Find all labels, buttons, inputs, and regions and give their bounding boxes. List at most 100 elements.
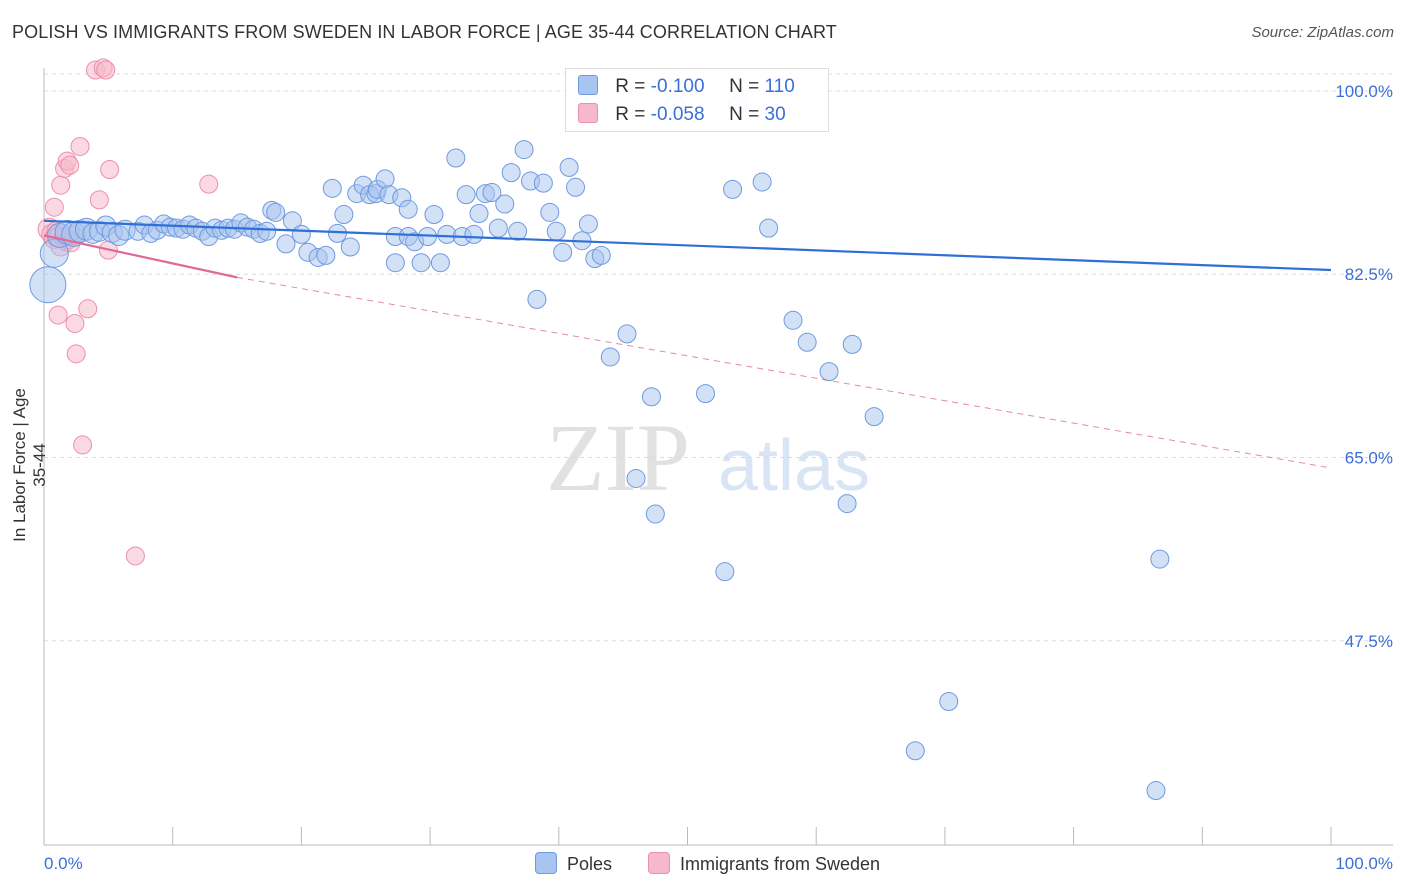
sweden-legend-swatch bbox=[648, 852, 670, 874]
poles-point bbox=[375, 169, 395, 189]
poles-point bbox=[752, 172, 772, 192]
sweden-point bbox=[48, 305, 68, 325]
poles-point bbox=[540, 202, 560, 222]
poles-point bbox=[430, 253, 450, 273]
poles-point bbox=[939, 692, 959, 712]
poles-n-value: 110 bbox=[764, 76, 795, 97]
poles-point bbox=[488, 218, 508, 238]
r-label: R = bbox=[615, 76, 646, 97]
tick-labels: 47.5% 65.0% 82.5% 100.0% 0.0% 100.0% bbox=[44, 82, 1393, 873]
source-label: Source: ZipAtlas.com bbox=[1251, 24, 1394, 41]
sweden-legend-label: Immigrants from Sweden bbox=[680, 854, 881, 874]
poles-point bbox=[578, 214, 598, 234]
poles-point bbox=[715, 562, 735, 582]
poles-legend-swatch bbox=[535, 852, 557, 874]
sweden-point bbox=[125, 546, 145, 566]
sweden-swatch bbox=[578, 103, 598, 123]
gridlines bbox=[44, 73, 1393, 642]
sweden-point bbox=[78, 299, 98, 319]
poles-point bbox=[842, 334, 862, 354]
sweden-point bbox=[96, 60, 116, 80]
poles-r-value: -0.100 bbox=[650, 76, 705, 97]
poles-point bbox=[1146, 781, 1166, 801]
sweden-point bbox=[65, 313, 85, 333]
sweden-trendline-extension bbox=[236, 276, 1332, 469]
legend-item-sweden[interactable]: Immigrants from Sweden bbox=[648, 852, 880, 875]
poles-point bbox=[797, 332, 817, 352]
y-tick-label: 47.5% bbox=[1345, 632, 1393, 651]
poles-point bbox=[322, 178, 342, 198]
poles-point bbox=[291, 224, 311, 244]
chart-title: POLISH VS IMMIGRANTS FROM SWEDEN IN LABO… bbox=[12, 22, 837, 42]
poles-point bbox=[411, 253, 431, 273]
sweden-point bbox=[70, 136, 90, 156]
sweden-r-value: -0.058 bbox=[650, 104, 705, 125]
poles-point bbox=[819, 362, 839, 382]
poles-legend-label: Poles bbox=[567, 854, 613, 874]
sweden-point bbox=[66, 344, 86, 364]
poles-point bbox=[566, 177, 586, 197]
poles-point bbox=[591, 245, 611, 265]
poles-point bbox=[385, 253, 405, 273]
poles-point bbox=[257, 221, 277, 241]
stats-legend: R = -0.100 N = 110 R = -0.058 N = 30 bbox=[565, 68, 829, 132]
watermark-zip: ZIP bbox=[546, 404, 690, 511]
y-tick-label: 100.0% bbox=[1335, 82, 1393, 101]
poles-point bbox=[514, 140, 534, 160]
series-poles-points bbox=[29, 94, 1170, 801]
poles-point bbox=[617, 324, 637, 344]
watermark-atlas: atlas bbox=[718, 426, 870, 506]
sweden-point bbox=[44, 197, 64, 217]
poles-point bbox=[29, 266, 67, 304]
legend-item-poles[interactable]: Poles bbox=[535, 852, 612, 875]
sweden-n-value: 30 bbox=[764, 104, 786, 125]
y-tick-label: 65.0% bbox=[1345, 449, 1393, 468]
y-tick-label: 82.5% bbox=[1345, 265, 1393, 284]
sweden-point bbox=[100, 159, 120, 179]
sweden-trendline bbox=[43, 234, 238, 279]
poles-point bbox=[527, 289, 547, 309]
n-label: N = bbox=[729, 76, 760, 97]
poles-point bbox=[559, 157, 579, 177]
poles-point bbox=[783, 310, 803, 330]
poles-point bbox=[600, 347, 620, 367]
trendlines bbox=[43, 219, 1332, 469]
poles-point bbox=[464, 224, 484, 244]
poles-point bbox=[495, 194, 515, 214]
poles-point bbox=[424, 205, 444, 225]
sweden-point bbox=[60, 155, 80, 175]
poles-point bbox=[723, 179, 743, 199]
watermark: ZIP atlas bbox=[546, 404, 870, 511]
poles-point bbox=[645, 504, 665, 524]
poles-point bbox=[398, 199, 418, 219]
x-tick-label-min: 0.0% bbox=[44, 854, 83, 873]
poles-point bbox=[334, 205, 354, 225]
poles-point bbox=[864, 407, 884, 427]
poles-point bbox=[533, 173, 553, 193]
poles-point bbox=[759, 218, 779, 238]
poles-point bbox=[626, 468, 646, 488]
poles-point bbox=[327, 223, 347, 243]
sweden-point bbox=[199, 174, 219, 194]
poles-point bbox=[446, 148, 466, 168]
poles-point bbox=[316, 245, 336, 265]
r-label: R = bbox=[615, 104, 646, 125]
sweden-point bbox=[51, 175, 71, 195]
poles-point bbox=[546, 221, 566, 241]
n-label: N = bbox=[729, 104, 760, 125]
poles-point bbox=[501, 163, 521, 183]
sweden-point bbox=[89, 190, 109, 210]
poles-point bbox=[508, 221, 528, 241]
poles-point bbox=[482, 183, 502, 203]
poles-point bbox=[905, 741, 925, 761]
poles-point bbox=[837, 494, 857, 514]
poles-point bbox=[641, 387, 661, 407]
poles-point bbox=[1150, 549, 1170, 569]
poles-point bbox=[340, 237, 360, 257]
series-sweden-points bbox=[37, 58, 219, 566]
y-axis-label: In Labor Force | Age 35-44 bbox=[10, 388, 49, 542]
poles-trendline bbox=[43, 219, 1332, 272]
sweden-point bbox=[73, 435, 93, 455]
poles-point bbox=[553, 242, 573, 262]
